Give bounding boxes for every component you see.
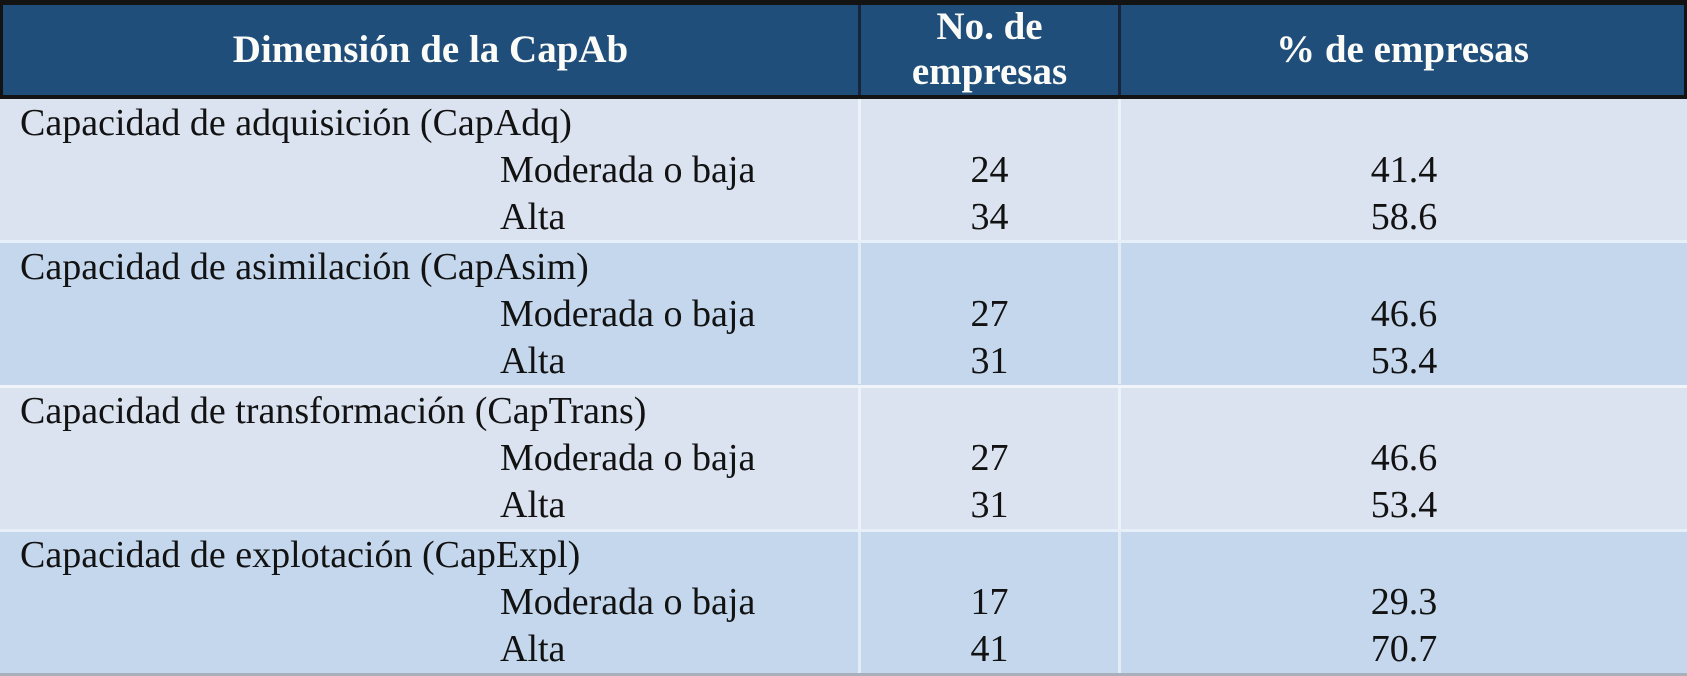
pct-empresas-cell: 46.6 bbox=[1118, 290, 1687, 338]
data-row: Alta 41 70.7 bbox=[0, 625, 1687, 673]
data-row: Moderada o baja 27 46.6 bbox=[0, 434, 1687, 482]
group-capadq: Capacidad de adquisición (CapAdq) Modera… bbox=[0, 99, 1687, 241]
group-title-row: Capacidad de adquisición (CapAdq) bbox=[0, 99, 1687, 147]
level-label-cell: Moderada o baja bbox=[500, 437, 756, 480]
pct-empresas-cell bbox=[1118, 531, 1687, 579]
data-row: Alta 34 58.6 bbox=[0, 193, 1687, 241]
num-empresas-cell: 41 bbox=[858, 625, 1118, 673]
num-empresas-cell: 31 bbox=[858, 337, 1118, 385]
column-header-pct-empresas: % de empresas bbox=[1118, 5, 1684, 95]
num-empresas-cell: 27 bbox=[858, 290, 1118, 338]
group-capasim: Capacidad de asimilación (CapAsim) Moder… bbox=[0, 240, 1687, 385]
column-header-dimension: Dimensión de la CapAb bbox=[232, 27, 629, 71]
data-row: Moderada o baja 24 41.4 bbox=[0, 146, 1687, 194]
pct-empresas-cell: 70.7 bbox=[1118, 625, 1687, 673]
num-empresas-cell: 34 bbox=[858, 193, 1118, 241]
num-empresas-cell bbox=[858, 531, 1118, 579]
data-row: Moderada o baja 17 29.3 bbox=[0, 578, 1687, 626]
group-title-cell: Capacidad de explotación (CapExpl) bbox=[20, 534, 581, 577]
pct-empresas-cell: 29.3 bbox=[1118, 578, 1687, 626]
group-capexpl: Capacidad de explotación (CapExpl) Moder… bbox=[0, 528, 1687, 673]
num-empresas-cell: 27 bbox=[858, 434, 1118, 482]
pct-empresas-cell: 53.4 bbox=[1118, 337, 1687, 385]
data-row: Alta 31 53.4 bbox=[0, 481, 1687, 529]
column-header-num-empresas: No. de empresas bbox=[858, 5, 1118, 95]
pct-empresas-cell bbox=[1118, 99, 1687, 147]
level-label-cell: Alta bbox=[500, 628, 566, 671]
level-label-cell: Moderada o baja bbox=[500, 292, 756, 335]
pct-empresas-cell bbox=[1118, 387, 1687, 435]
group-title-cell: Capacidad de asimilación (CapAsim) bbox=[20, 245, 589, 288]
group-title-cell: Capacidad de adquisición (CapAdq) bbox=[20, 101, 572, 144]
num-empresas-cell: 17 bbox=[858, 578, 1118, 626]
pct-empresas-cell: 53.4 bbox=[1118, 481, 1687, 529]
group-title-cell: Capacidad de transformación (CapTrans) bbox=[20, 390, 647, 433]
level-label-cell: Alta bbox=[500, 484, 566, 527]
table-header-row: Dimensión de la CapAb No. de empresas % … bbox=[0, 0, 1687, 99]
level-label-cell: Alta bbox=[500, 339, 566, 382]
group-title-row: Capacidad de transformación (CapTrans) bbox=[0, 387, 1687, 435]
data-row: Alta 31 53.4 bbox=[0, 337, 1687, 385]
num-empresas-cell: 31 bbox=[858, 481, 1118, 529]
num-empresas-cell bbox=[858, 99, 1118, 147]
level-label-cell: Moderada o baja bbox=[500, 148, 756, 191]
pct-empresas-cell: 58.6 bbox=[1118, 193, 1687, 241]
num-empresas-cell bbox=[858, 387, 1118, 435]
pct-empresas-cell: 41.4 bbox=[1118, 146, 1687, 194]
level-label-cell: Alta bbox=[500, 195, 566, 238]
group-title-row: Capacidad de explotación (CapExpl) bbox=[0, 531, 1687, 579]
table-body: Capacidad de adquisición (CapAdq) Modera… bbox=[0, 99, 1687, 673]
data-row: Moderada o baja 27 46.6 bbox=[0, 290, 1687, 338]
group-captrans: Capacidad de transformación (CapTrans) M… bbox=[0, 384, 1687, 529]
pct-empresas-cell: 46.6 bbox=[1118, 434, 1687, 482]
level-label-cell: Moderada o baja bbox=[500, 581, 756, 624]
group-title-row: Capacidad de asimilación (CapAsim) bbox=[0, 243, 1687, 291]
num-empresas-cell: 24 bbox=[858, 146, 1118, 194]
num-empresas-cell bbox=[858, 243, 1118, 291]
pct-empresas-cell bbox=[1118, 243, 1687, 291]
